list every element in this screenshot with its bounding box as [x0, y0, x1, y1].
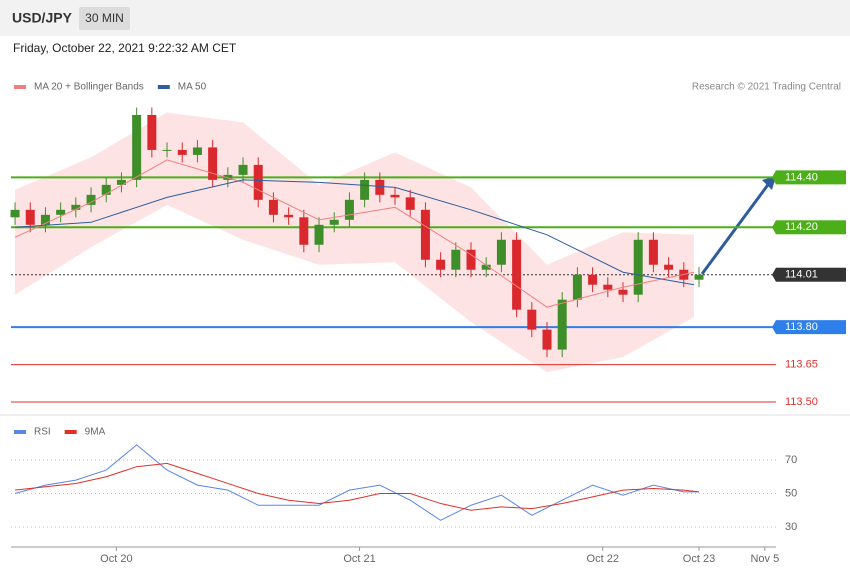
- x-tick-label: Oct 21: [343, 553, 375, 565]
- candle-body: [268, 199, 278, 215]
- candle-body: [101, 184, 111, 195]
- candle-body: [360, 179, 370, 200]
- candle-body: [664, 264, 674, 270]
- level-label-box: [776, 220, 846, 235]
- x-tick-label: Oct 22: [587, 553, 619, 565]
- candle-body: [253, 164, 263, 200]
- legend-label: MA 20 + Bollinger Bands: [34, 82, 144, 93]
- bollinger-band: [15, 112, 694, 373]
- candle-body: [496, 239, 506, 265]
- candle-body: [284, 214, 294, 218]
- candle-body: [299, 217, 309, 245]
- level-label-pointer: [772, 267, 776, 282]
- candle-body: [192, 147, 202, 155]
- candle-body: [648, 239, 658, 265]
- candle-body: [10, 209, 20, 218]
- candle-body: [405, 197, 415, 210]
- x-tick-label: Oct 20: [100, 553, 132, 565]
- level-label-box: [776, 170, 846, 185]
- candle-body: [572, 274, 582, 300]
- candle-body: [314, 224, 324, 245]
- level-label-box: [776, 267, 846, 282]
- candle-body: [71, 204, 81, 210]
- candle-body: [466, 249, 476, 270]
- credit: Research © 2021 Trading Central: [692, 82, 841, 93]
- level-label-box: [776, 320, 846, 335]
- candle-body: [56, 209, 66, 215]
- level-label: 114.01: [785, 269, 818, 281]
- moving-average: [15, 179, 695, 286]
- level-label: 114.40: [785, 171, 818, 183]
- candle-body: [177, 149, 187, 155]
- interval-badge[interactable]: [79, 7, 130, 30]
- y-tick-label: 50: [785, 487, 797, 499]
- candle-body: [436, 259, 446, 270]
- x-tick-label: Nov 5: [750, 553, 779, 565]
- level-label-pointer: [772, 220, 776, 235]
- candle-body: [40, 214, 50, 225]
- legend-swatch: [14, 430, 26, 434]
- candle-body: [86, 194, 96, 205]
- header-bar: [0, 0, 850, 36]
- legend-label: MA 50: [178, 82, 207, 93]
- candle-body: [512, 239, 522, 310]
- candle-body: [116, 179, 126, 185]
- level-label: 113.50: [785, 396, 818, 408]
- candle-body: [208, 147, 218, 180]
- level-label: 113.65: [785, 358, 818, 370]
- candle-body: [375, 179, 385, 195]
- candle-body: [618, 289, 628, 295]
- candle-body: [132, 114, 142, 180]
- forecast-arrowhead: [762, 176, 776, 190]
- level-label: 114.20: [785, 221, 818, 233]
- candle-body: [481, 264, 491, 270]
- level-label: 113.80: [785, 321, 818, 333]
- candle-body: [25, 209, 35, 225]
- level-label-pointer: [772, 170, 776, 185]
- candle-body: [542, 329, 552, 350]
- candle-body: [162, 149, 172, 151]
- candle-body: [390, 194, 400, 198]
- candle-body: [420, 209, 430, 260]
- y-tick-label: 70: [785, 454, 797, 466]
- indicator-line: [14, 444, 699, 521]
- legend-swatch: [14, 85, 26, 89]
- legend-label: 9MA: [85, 427, 106, 438]
- x-tick-label: Oct 23: [683, 553, 715, 565]
- level-label-pointer: [772, 320, 776, 335]
- interval[interactable]: 30 MIN: [85, 11, 124, 25]
- candle-body: [238, 164, 248, 175]
- legend-label: RSI: [34, 427, 51, 438]
- candle-body: [147, 114, 157, 150]
- candle-body: [603, 284, 613, 290]
- candle-body: [527, 309, 537, 330]
- candle-body: [344, 199, 354, 220]
- legend-swatch: [157, 85, 170, 89]
- y-tick-label: 30: [785, 521, 797, 533]
- symbol: USD/JPY: [12, 10, 73, 26]
- indicator-line: [14, 462, 700, 511]
- timestamp: Friday, October 22, 2021 9:22:32 AM CET: [13, 41, 237, 55]
- candle-body: [633, 239, 643, 295]
- candle-body: [557, 299, 567, 350]
- legend-swatch: [64, 430, 77, 434]
- candle-body: [451, 249, 461, 270]
- moving-average: [14, 159, 695, 308]
- candle-body: [588, 274, 598, 285]
- candle-body: [694, 274, 704, 280]
- candle-body: [329, 219, 339, 225]
